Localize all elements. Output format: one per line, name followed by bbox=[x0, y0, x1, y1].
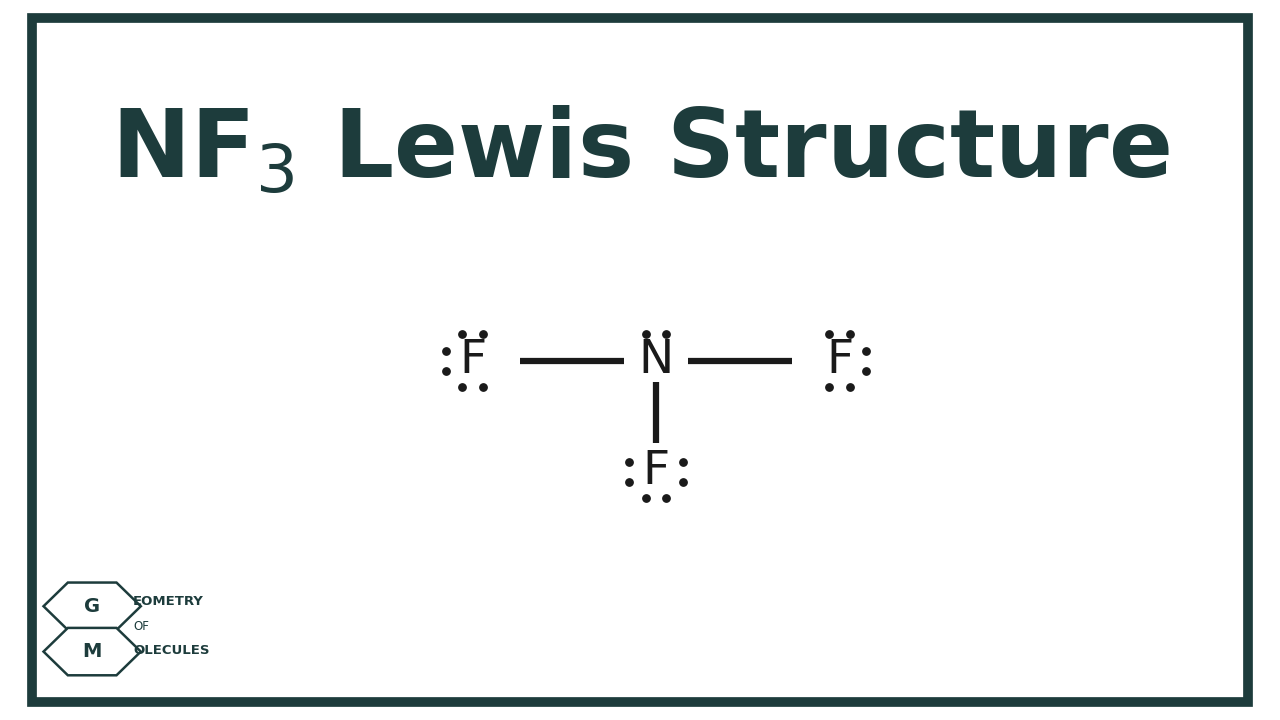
Point bbox=[636, 328, 657, 340]
Point bbox=[472, 328, 493, 340]
Text: OLECULES: OLECULES bbox=[133, 644, 210, 657]
Point bbox=[636, 492, 657, 504]
Point bbox=[819, 382, 840, 393]
Point bbox=[672, 476, 692, 487]
Point bbox=[620, 456, 640, 467]
Text: M: M bbox=[82, 642, 102, 661]
Point bbox=[435, 365, 456, 377]
Point bbox=[856, 345, 877, 356]
Point bbox=[655, 328, 676, 340]
Point bbox=[472, 382, 493, 393]
Point bbox=[452, 382, 472, 393]
Point bbox=[840, 328, 860, 340]
Point bbox=[819, 328, 840, 340]
Point bbox=[856, 365, 877, 377]
Text: F: F bbox=[643, 449, 669, 494]
Point bbox=[672, 456, 692, 467]
Point bbox=[620, 476, 640, 487]
Text: F: F bbox=[826, 338, 852, 383]
Text: NF$_3$ Lewis Structure: NF$_3$ Lewis Structure bbox=[110, 104, 1170, 197]
Text: OF: OF bbox=[133, 620, 148, 633]
Text: F: F bbox=[460, 338, 486, 383]
Text: G: G bbox=[84, 597, 100, 616]
Text: N: N bbox=[639, 338, 673, 383]
Point bbox=[655, 492, 676, 504]
Point bbox=[840, 382, 860, 393]
Text: EOMETRY: EOMETRY bbox=[133, 595, 204, 608]
Point bbox=[452, 328, 472, 340]
Point bbox=[435, 345, 456, 356]
